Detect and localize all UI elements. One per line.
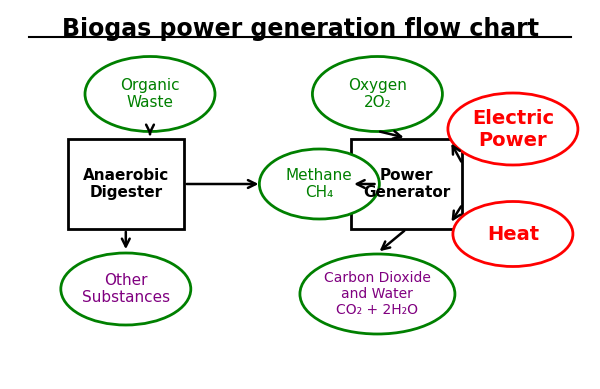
Text: Methane
CH₄: Methane CH₄ [286, 168, 353, 200]
Text: Heat: Heat [487, 224, 539, 244]
Ellipse shape [61, 253, 191, 325]
Text: Organic
Waste: Organic Waste [120, 78, 180, 110]
Text: Carbon Dioxide
and Water
CO₂ + 2H₂O: Carbon Dioxide and Water CO₂ + 2H₂O [324, 271, 431, 317]
FancyBboxPatch shape [351, 139, 462, 229]
Ellipse shape [300, 254, 455, 334]
Text: Oxygen
2O₂: Oxygen 2O₂ [348, 78, 407, 110]
Text: Anaerobic
Digester: Anaerobic Digester [83, 168, 169, 200]
Ellipse shape [313, 56, 442, 131]
Text: Power
Generator: Power Generator [363, 168, 450, 200]
Ellipse shape [85, 56, 215, 131]
Ellipse shape [259, 149, 379, 219]
Ellipse shape [448, 93, 578, 165]
Text: Other
Substances: Other Substances [82, 273, 170, 305]
Text: Electric
Power: Electric Power [472, 109, 554, 149]
FancyBboxPatch shape [68, 139, 184, 229]
Ellipse shape [453, 202, 573, 266]
Text: Biogas power generation flow chart: Biogas power generation flow chart [62, 17, 539, 41]
